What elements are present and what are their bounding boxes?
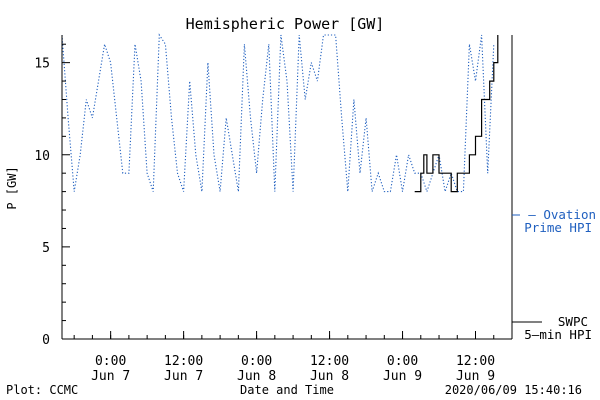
x-tick-label-time: 0:00 <box>387 354 418 369</box>
y-tick-label: 0 <box>42 333 50 348</box>
y-axis-label: P [GW] <box>5 166 19 209</box>
x-tick-label-date: Jun 9 <box>456 369 495 384</box>
x-tick-label-date: Jun 7 <box>91 369 130 384</box>
x-tick-label-date: Jun 8 <box>237 369 276 384</box>
x-tick-label-time: 12:00 <box>456 354 495 369</box>
y-tick-label: 5 <box>42 241 50 256</box>
y-tick-label: 10 <box>34 149 50 164</box>
footer-plot-credit: Plot: CCMC <box>6 383 78 397</box>
legend-ovation-line1: — Ovation <box>528 207 596 222</box>
x-tick-label-time: 12:00 <box>164 354 203 369</box>
x-tick-label-date: Jun 9 <box>383 369 422 384</box>
x-axis-label: Date and Time <box>240 383 334 397</box>
x-tick-label-time: 12:00 <box>310 354 349 369</box>
x-tick-label-date: Jun 8 <box>310 369 349 384</box>
series-line-swpc-5min-hpi <box>414 35 499 193</box>
legend-ovation-line2: Prime HPI <box>524 220 592 235</box>
x-tick-label-time: 0:00 <box>95 354 126 369</box>
footer-timestamp: 2020/06/09 15:40:16 <box>445 383 582 397</box>
y-tick-label: 15 <box>34 57 50 72</box>
legend-swpc-line1: SWPC <box>558 314 588 329</box>
x-tick-label-time: 0:00 <box>241 354 272 369</box>
legend-swpc-line2: 5—min HPI <box>524 327 592 342</box>
x-tick-label-date: Jun 7 <box>164 369 203 384</box>
chart-title: Hemispheric Power [GW] <box>186 15 385 33</box>
series-line-ovation-prime-hpi <box>62 33 495 194</box>
series-layer <box>62 33 499 194</box>
